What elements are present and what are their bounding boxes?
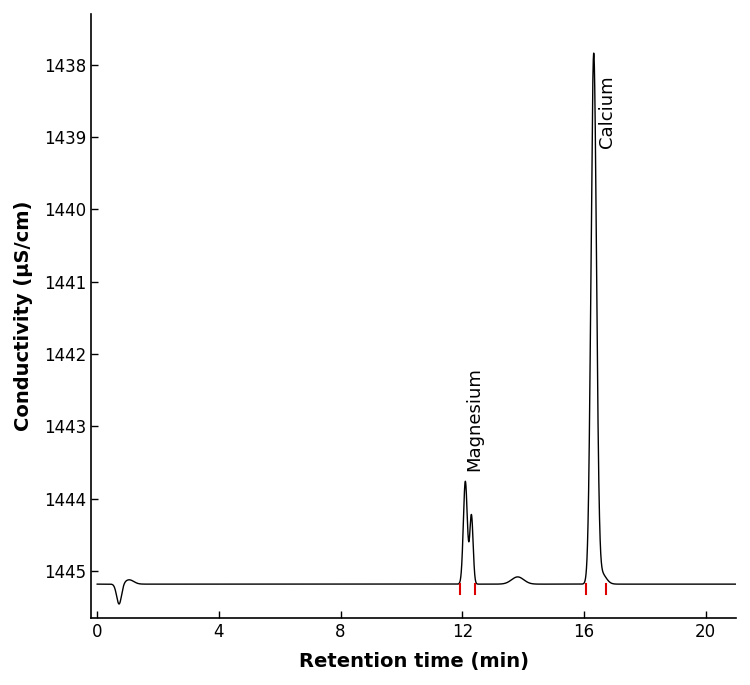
Text: Calcium: Calcium	[598, 75, 616, 148]
X-axis label: Retention time (min): Retention time (min)	[298, 652, 529, 671]
Text: Magnesium: Magnesium	[465, 367, 483, 471]
Y-axis label: Conductivity (μS/cm): Conductivity (μS/cm)	[14, 201, 33, 431]
